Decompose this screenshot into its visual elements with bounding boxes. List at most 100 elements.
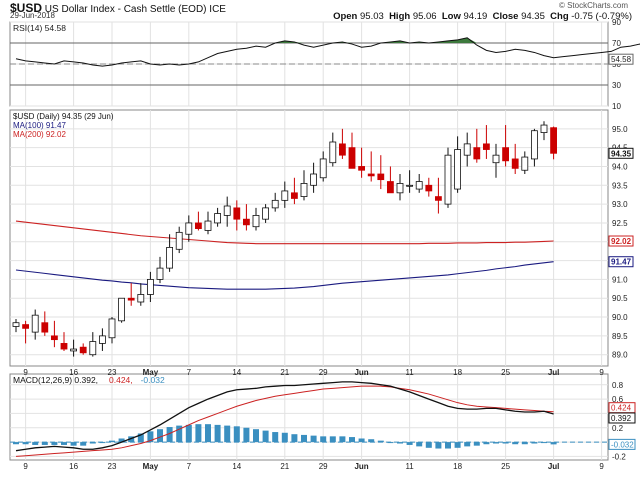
macd-hist-value-box xyxy=(608,438,636,450)
candle-down xyxy=(41,322,49,333)
price-tick-label: 95.0 xyxy=(612,125,628,134)
panel-frame-macd xyxy=(9,373,609,461)
candle-down xyxy=(482,143,490,150)
candle-down xyxy=(511,158,519,169)
macd-histogram-bar xyxy=(185,424,192,443)
candle-up xyxy=(118,297,125,322)
macd-histogram-bar xyxy=(272,432,279,443)
candle-up xyxy=(185,222,193,235)
macd-signal-line xyxy=(15,385,554,457)
candle-down xyxy=(290,192,298,199)
candle-up xyxy=(531,130,538,160)
macd-histogram-bar xyxy=(473,442,480,446)
candle-up xyxy=(300,183,308,197)
high-value: 95.06 xyxy=(412,11,437,22)
macd-histogram-bar xyxy=(281,432,288,443)
x-axis-label: 14 xyxy=(232,368,241,377)
macd-legend-entry: 0.424, xyxy=(109,375,133,385)
candle-up xyxy=(252,215,260,228)
candle-up xyxy=(108,318,116,339)
candle-up xyxy=(521,156,529,171)
macd-histogram-bar xyxy=(310,435,317,443)
ma200-price-label: 92.02 xyxy=(611,237,632,246)
candle-up xyxy=(31,314,39,333)
x-axis-label-bottom: 18 xyxy=(453,462,462,471)
macd-histogram-bar xyxy=(253,429,259,443)
high-label: High xyxy=(389,11,411,22)
macd-histogram-bar xyxy=(13,442,19,445)
macd-tick-label: 0.2 xyxy=(612,424,624,433)
macd-tick-label: 0.6 xyxy=(612,395,624,404)
candle-down xyxy=(367,173,375,177)
candle-down xyxy=(233,207,241,220)
price-legend-entry: MA(200) 92.02 xyxy=(13,130,66,139)
low-label: Low xyxy=(441,11,461,22)
macd-legend-entry: MACD(12,26,9) 0.392, xyxy=(13,375,98,385)
macd-histogram-bar xyxy=(550,442,557,445)
x-axis-label-bottom: 23 xyxy=(108,462,117,471)
x-axis-label: Jun xyxy=(354,368,368,377)
x-axis-label: May xyxy=(143,368,159,377)
rsi-legend: RSI(14) 54.58 xyxy=(13,23,66,33)
macd-histogram-bar xyxy=(128,436,135,443)
x-axis-label: 9 xyxy=(599,368,604,377)
x-axis-label-bottom: 29 xyxy=(319,462,328,471)
x-axis-label-bottom: 25 xyxy=(501,462,510,471)
rsi-tick-label: 70 xyxy=(612,39,621,48)
price-tick-label: 90.0 xyxy=(612,313,628,322)
candle-down xyxy=(358,166,366,171)
ohlc-readout: Open 95.03 High 95.06 Low 94.19 Close 94… xyxy=(333,11,632,22)
macd-histogram-bar xyxy=(483,442,490,445)
x-axis-label: 7 xyxy=(187,368,192,377)
macd-histogram-bar xyxy=(118,438,125,443)
macd-tick-label: 0.8 xyxy=(612,381,624,390)
rsi-tick-label: 30 xyxy=(612,81,621,90)
rsi-tick-label: 10 xyxy=(612,102,621,111)
macd-histogram-bar xyxy=(61,442,67,445)
rsi-line xyxy=(15,37,640,67)
macd-histogram-bar xyxy=(301,434,307,443)
candle-up xyxy=(540,124,548,133)
ma200-price-label-box xyxy=(608,235,634,247)
rsi-value-label: 54.58 xyxy=(611,55,632,64)
candle-down xyxy=(79,346,87,354)
macd-histogram-bar xyxy=(233,426,240,443)
candle-down xyxy=(242,218,250,226)
chart-date: 29-Jun-2018 xyxy=(10,11,55,20)
macd-histogram-bar xyxy=(262,430,269,443)
macd-histogram-bar xyxy=(349,437,355,443)
ma200-line xyxy=(15,220,554,245)
macd-histogram-bar xyxy=(464,442,471,447)
ma100-price-label-box xyxy=(608,256,634,268)
macd-histogram-bar xyxy=(320,436,327,443)
price-tick-label: 91.0 xyxy=(612,275,628,284)
candle-down xyxy=(377,173,385,181)
candle-up xyxy=(175,231,183,250)
macd-histogram-bar xyxy=(531,442,538,444)
macd-histogram-bar xyxy=(109,440,115,443)
macd-histogram-bar xyxy=(406,442,413,445)
candle-up xyxy=(310,173,318,186)
candle-down xyxy=(51,335,58,341)
x-axis-label-bottom: 9 xyxy=(599,462,604,471)
panel-frame-price xyxy=(9,109,609,367)
macd-histogram-bar xyxy=(541,442,547,444)
macd-histogram-bar xyxy=(425,442,432,448)
price-tick-label: 90.5 xyxy=(612,294,628,303)
candle-up xyxy=(454,149,462,190)
macd-histogram-bar xyxy=(41,442,48,445)
macd-line xyxy=(15,381,554,452)
x-axis-label-bottom: 9 xyxy=(23,462,28,471)
macd-hist-value: -0.032 xyxy=(611,440,634,449)
x-axis-label-bottom: 21 xyxy=(280,462,289,471)
credit: © StockCharts.com xyxy=(558,1,628,10)
open-value: 95.03 xyxy=(360,11,384,22)
ma100-price-label: 91.47 xyxy=(611,258,632,267)
macd-value-box xyxy=(608,412,636,424)
x-axis-label: 23 xyxy=(108,368,117,377)
candle-up xyxy=(204,220,212,231)
macd-histogram-bar xyxy=(89,442,96,444)
candle-down xyxy=(127,297,135,301)
x-axis-label-bottom: 11 xyxy=(405,462,414,471)
